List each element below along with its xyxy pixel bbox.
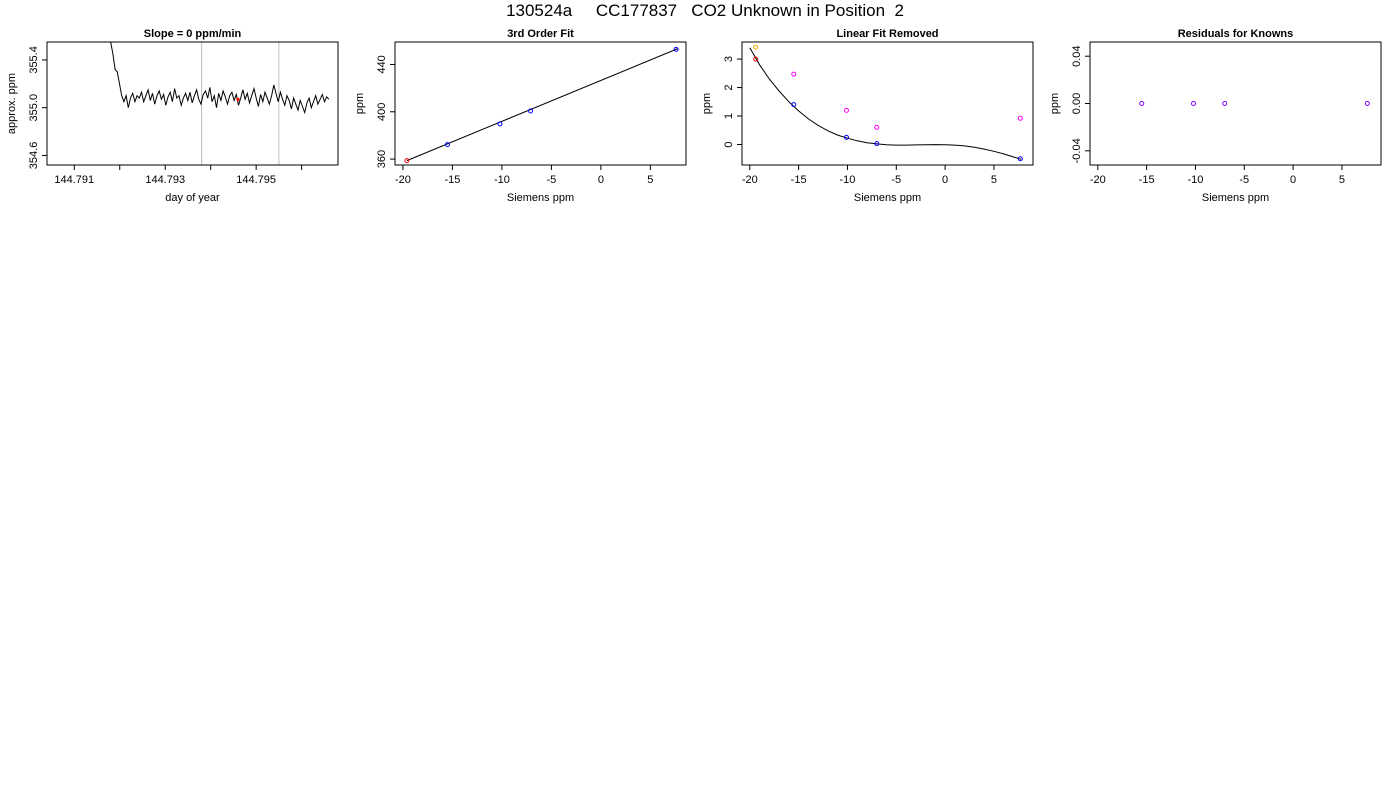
x-tick-label: -15 [1139,174,1155,186]
highlight-point [236,97,240,101]
y-axis-label: ppm [1049,93,1061,114]
data-point [1191,101,1197,106]
chart-title: Slope = 0 ppm/min [144,28,242,40]
chart-panel-2: 3rd Order Fit -20 -15 -10 -5 0 5 360 400 440 Sieme… [354,28,687,204]
x-tick-label: -15 [444,174,460,186]
x-axis-label: Siemens ppm [507,192,574,204]
plot-frame [46,41,339,166]
x-tick-label: -20 [1090,174,1106,186]
data-point [791,102,797,108]
x-tick-label: 5 [1339,174,1345,186]
plot-area [404,46,679,164]
data-point [753,44,759,50]
y-tick-label: 440 [376,55,388,73]
fit-curve [749,47,1022,160]
data-point [444,142,450,148]
data-point [1139,101,1145,106]
y-axis-label: ppm [701,93,713,114]
y-tick-label: 400 [376,103,388,121]
fit-line [406,48,679,162]
y-tick-label: 3 [723,56,735,62]
x-tick-label: 5 [647,174,653,186]
data-point [673,46,679,52]
x-axis-label: Siemens ppm [1202,192,1269,204]
x-tick-label: 144.795 [236,174,276,186]
x-tick-label: -10 [840,174,856,186]
data-point [874,124,880,130]
x-tick-label: 144.791 [54,174,94,186]
x-tick-label: 0 [942,174,948,186]
data-point [1017,156,1023,162]
y-tick-label: -0.04 [1071,138,1083,163]
x-tick-label: 5 [991,174,997,186]
x-tick-label: -20 [395,174,411,186]
plot-frame [741,41,1034,166]
y-tick-label: 360 [376,150,388,168]
data-point [791,71,797,77]
data-point [1364,101,1370,106]
plot-area [110,42,330,165]
plot-area [749,44,1023,162]
y-tick-label: 0.04 [1071,45,1083,66]
y-tick-label: 355.4 [28,46,40,74]
data-point [1017,115,1023,121]
x-axis-label: Siemens ppm [854,192,921,204]
series-line [110,42,330,115]
figure-title: 130524a CC177837 CO2 Unknown in Position… [506,1,904,20]
data-point [497,121,503,127]
x-tick-label: -20 [742,174,758,186]
x-tick-label: -15 [791,174,807,186]
x-tick-label: 0 [1290,174,1296,186]
y-tick-label: 355.0 [28,94,40,122]
data-point [404,158,410,164]
x-tick-label: -5 [1239,174,1249,186]
plot-frame [1089,41,1382,166]
data-point [753,56,759,62]
y-tick-label: 0 [723,141,735,147]
chart-title: Linear Fit Removed [836,28,938,40]
y-tick-label: 1 [723,113,735,119]
x-tick-label: 144.793 [145,174,185,186]
plot-area [1139,101,1370,106]
x-axis-label: day of year [165,192,220,204]
y-tick-label: 354.6 [28,142,40,170]
data-point [874,141,880,147]
x-tick-label: -10 [494,174,510,186]
x-tick-label: -10 [1188,174,1204,186]
chart-panel-3: Linear Fit Removed -20 -15 -10 -5 0 5 0 1 2 3 Sieme… [701,28,1034,204]
chart-title: 3rd Order Fit [507,28,574,40]
data-point [843,107,849,113]
x-tick-label: -5 [891,174,901,186]
chart-panel-4: Residuals for Knowns -20 -15 -10 -5 0 5 -0.04 0.… [1049,28,1382,204]
y-tick-label: 0.00 [1071,93,1083,114]
chart-panel-1: Slope = 0 ppm/min 144.791 144.793 144.795 35… [6,28,339,204]
data-point [528,108,534,114]
y-axis-label: approx. ppm [6,73,18,134]
y-tick-label: 2 [723,84,735,90]
x-tick-label: 0 [598,174,604,186]
plot-frame [394,41,687,166]
data-point [1222,101,1228,106]
chart-title: Residuals for Knowns [1178,28,1294,40]
data-point [843,134,849,140]
x-tick-label: -5 [546,174,556,186]
y-axis-label: ppm [354,93,366,114]
